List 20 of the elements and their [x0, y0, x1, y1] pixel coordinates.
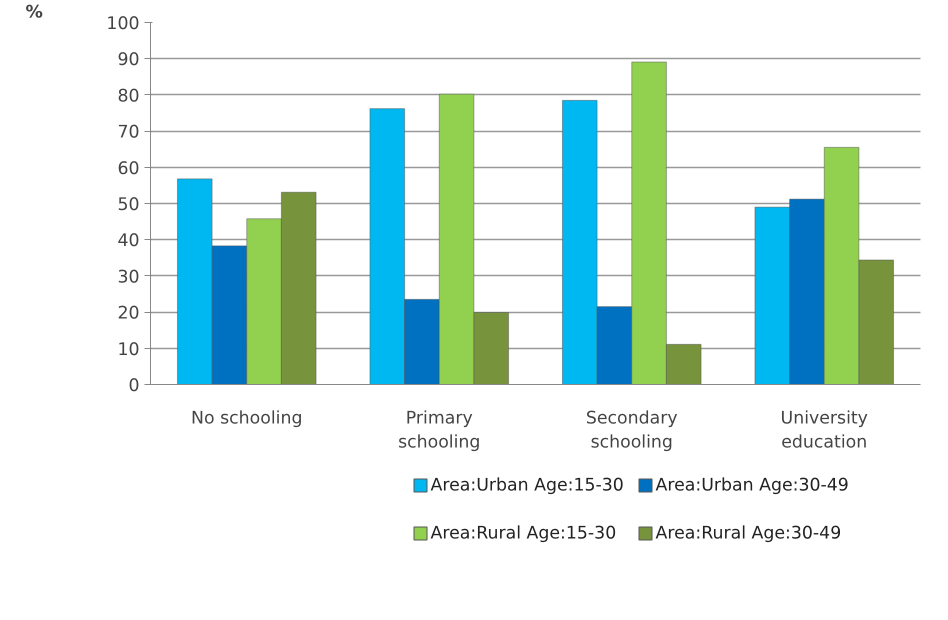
y-tick-label: 40 [117, 231, 140, 252]
legend-label: Area:Rural Age:15-30 [430, 524, 616, 544]
x-tick-label: No schooling [191, 408, 302, 428]
y-tick-label: 0 [128, 376, 140, 396]
legend-label: Area:Urban Age:15-30 [430, 476, 624, 496]
y-axis-title: % [26, 2, 43, 22]
y-tick-label: 60 [117, 158, 140, 179]
y-tick-label: 90 [117, 50, 140, 70]
y-tick-label: 30 [117, 267, 140, 288]
y-tick-label: 70 [117, 122, 140, 143]
y-tick-label: 50 [117, 195, 140, 215]
x-tick-label: University education [780, 408, 868, 452]
y-tick-label: 80 [117, 86, 140, 106]
legend-label: Area:Urban Age:30-49 [656, 476, 849, 496]
y-tick-label: 100 [106, 14, 140, 34]
y-tick-label: 20 [117, 304, 140, 324]
x-tick-label: Secondary schooling [586, 408, 678, 452]
y-tick-label: 10 [117, 340, 140, 360]
legend-label: Area:Rural Age:30-49 [656, 524, 842, 544]
x-tick-label: Primary schooling [398, 408, 480, 452]
